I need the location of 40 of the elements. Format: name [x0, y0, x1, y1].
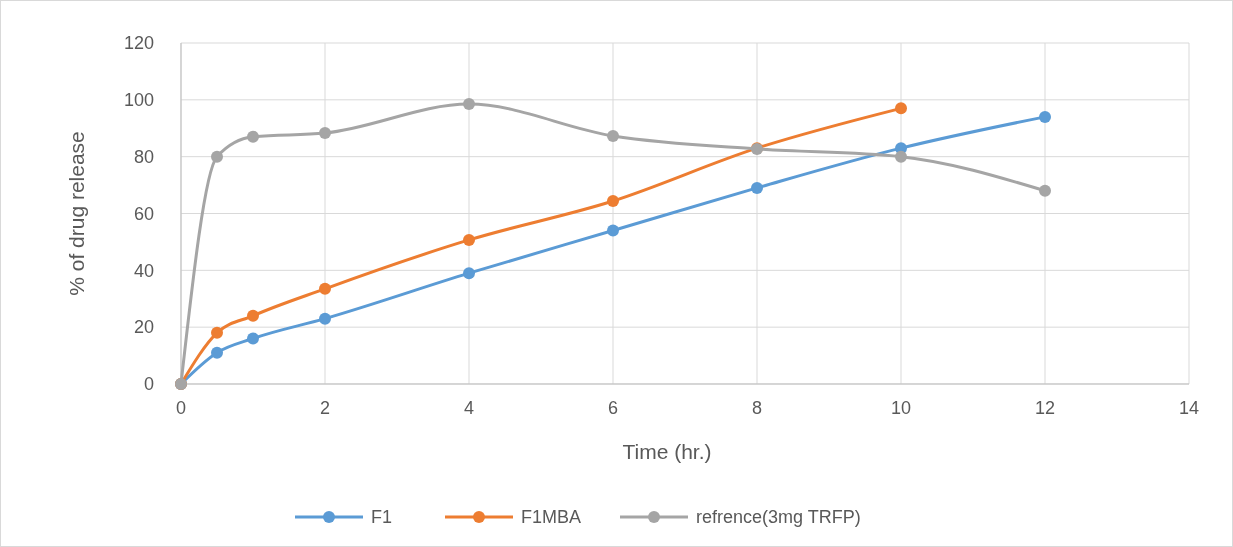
x-tick-label: 6 — [607, 398, 619, 418]
x-tick-label: 2 — [319, 398, 331, 418]
point — [607, 195, 619, 207]
legend-label: F1 — [371, 507, 393, 528]
legend-label: F1MBA — [521, 507, 582, 528]
point — [1039, 184, 1051, 197]
point — [247, 130, 259, 143]
point — [463, 233, 475, 246]
x-tick-label: 14 — [1178, 398, 1200, 418]
y-tick-label: 0 — [143, 374, 154, 395]
point — [319, 312, 331, 325]
point — [211, 326, 223, 339]
point — [463, 98, 475, 111]
x-tick-label: 8 — [751, 398, 763, 418]
point — [895, 150, 907, 163]
point — [319, 127, 331, 140]
y-tick-label: 20 — [133, 317, 154, 338]
x-tick-label: 0 — [175, 398, 187, 418]
x-tick-label: 10 — [890, 398, 912, 418]
y-tick-label: 40 — [133, 260, 154, 281]
point — [211, 150, 223, 163]
x-tick-label: 12 — [1034, 398, 1056, 418]
legend-label: refrence(3mg TRFP) — [696, 507, 861, 528]
point — [463, 267, 475, 280]
x-tick-label: 4 — [463, 398, 475, 418]
point — [607, 129, 619, 142]
point — [247, 332, 259, 345]
y-tick-label: 80 — [133, 146, 154, 167]
y-tick-label: 120 — [123, 33, 154, 54]
y-tick-label: 100 — [123, 90, 154, 111]
point — [247, 309, 259, 322]
point — [607, 224, 619, 237]
y-tick-label: 60 — [133, 203, 154, 224]
point — [1039, 110, 1051, 123]
point — [895, 102, 907, 115]
y-axis-title: % of drug release — [65, 131, 88, 296]
point — [319, 282, 331, 295]
point — [751, 181, 763, 194]
x-axis-title: Time (hr.) — [622, 440, 712, 463]
point — [211, 346, 223, 359]
